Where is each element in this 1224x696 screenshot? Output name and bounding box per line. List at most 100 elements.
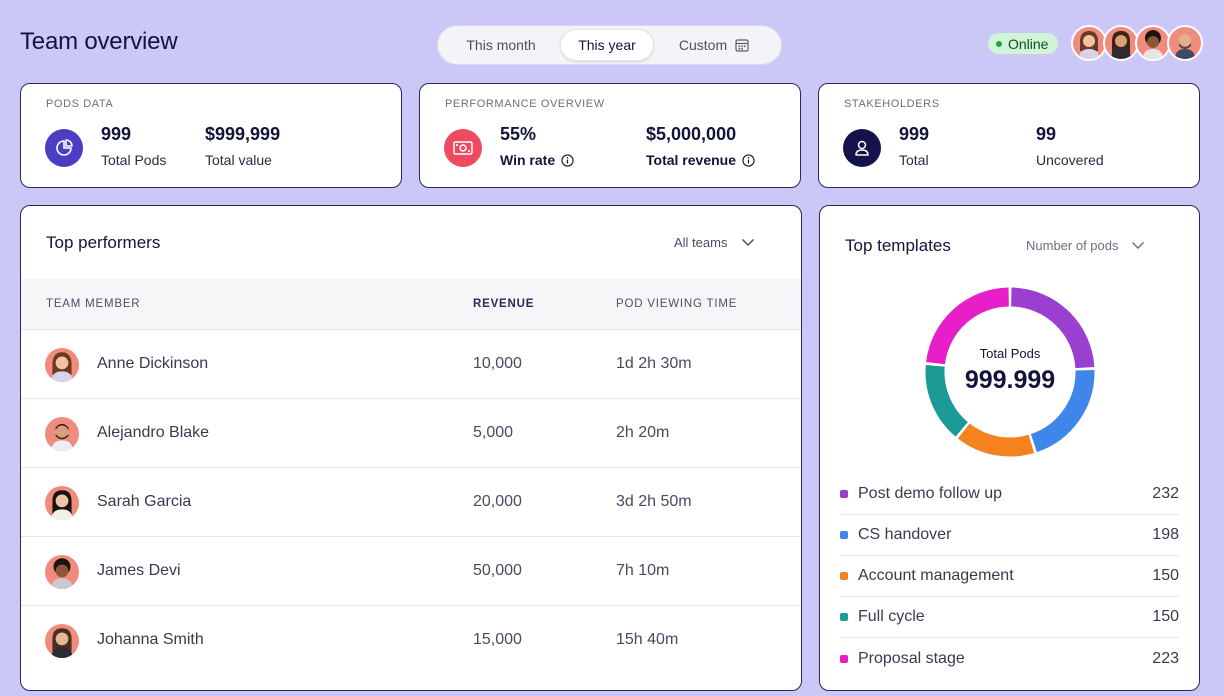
avatar — [45, 624, 79, 658]
column-header-revenue[interactable]: REVENUE — [473, 298, 535, 310]
legend-label: Account management — [858, 567, 1014, 584]
person-icon — [1143, 30, 1163, 59]
legend-item[interactable]: Account management 150 — [840, 556, 1179, 597]
performance-overview-card: PERFORMANCE OVERVIEW 55% Win rate $5,000… — [419, 83, 801, 188]
period-custom[interactable]: Custom — [654, 29, 774, 61]
donut-segment-cs-handover[interactable] — [1030, 369, 1095, 453]
card-label: STAKEHOLDERS — [844, 98, 940, 110]
stat-caption: Total — [899, 152, 929, 168]
stat-caption: Total revenue — [646, 152, 755, 168]
team-avatars — [1071, 25, 1203, 61]
team-filter-dropdown[interactable]: All teams — [674, 235, 755, 250]
metric-filter-dropdown[interactable]: Number of pods — [1026, 238, 1145, 253]
legend-swatch — [840, 531, 848, 539]
member-revenue: 15,000 — [473, 631, 522, 648]
status-label: Online — [1008, 35, 1049, 52]
legend-item[interactable]: Full cycle 150 — [840, 597, 1179, 638]
member-viewing-time: 3d 2h 50m — [616, 493, 692, 510]
donut-center-label: Total Pods — [979, 346, 1041, 361]
templates-legend: Post demo follow up 232 CS handover 198 … — [840, 474, 1179, 679]
card-label: PODS DATA — [46, 98, 114, 110]
table-row[interactable]: James Devi 50,000 7h 10m — [21, 537, 801, 606]
table-row[interactable]: Anne Dickinson 10,000 1d 2h 30m — [21, 330, 801, 399]
member-name: James Devi — [97, 562, 181, 579]
member-viewing-time: 2h 20m — [616, 424, 670, 441]
card-label: PERFORMANCE OVERVIEW — [445, 98, 605, 110]
stat-caption: Total Pods — [101, 152, 167, 168]
legend-swatch — [840, 654, 848, 663]
pie-chart-icon — [45, 129, 83, 167]
legend-swatch — [840, 490, 848, 498]
legend-label: Post demo follow up — [858, 485, 1003, 502]
top-templates-card: Top templates Number of pods Total Pods … — [819, 205, 1200, 691]
chevron-down-icon — [1131, 241, 1144, 250]
table-header: TEAM MEMBER REVENUE POD VIEWING TIME — [21, 279, 801, 330]
stat-caption-text: Win rate — [500, 152, 556, 168]
pods-data-card: PODS DATA 999 Total Pods $999,999 Total … — [20, 83, 402, 188]
donut-segment-proposal-stage[interactable] — [926, 287, 1010, 365]
avatar[interactable] — [1071, 25, 1107, 61]
metric-filter-label: Number of pods — [1026, 238, 1119, 253]
legend-value: 223 — [1152, 649, 1179, 667]
member-revenue: 5,000 — [473, 424, 514, 441]
legend-item[interactable]: Post demo follow up 232 — [840, 474, 1179, 515]
person-icon — [51, 628, 73, 658]
legend-swatch — [840, 572, 848, 580]
table-row[interactable]: Alejandro Blake 5,000 2h 20m — [21, 399, 801, 468]
table-row[interactable]: Johanna Smith 15,000 15h 40m — [21, 606, 801, 675]
table-row[interactable]: Sarah Garcia 20,000 3d 2h 50m — [21, 468, 801, 537]
period-this-year[interactable]: This year — [560, 29, 654, 61]
person-icon — [1111, 31, 1131, 59]
period-selector: This month This year Custom — [437, 25, 782, 65]
donut-segment-post-demo-follow-up[interactable] — [1010, 287, 1095, 369]
legend-swatch — [840, 613, 848, 621]
person-icon — [1079, 31, 1099, 59]
top-performers-card: Top performers All teams TEAM MEMBER REV… — [20, 205, 802, 691]
legend-item[interactable]: CS handover 198 — [840, 515, 1179, 556]
period-this-month[interactable]: This month — [466, 37, 536, 53]
legend-value: 150 — [1152, 567, 1179, 584]
status-badge: Online — [988, 33, 1059, 54]
info-icon[interactable] — [742, 153, 755, 167]
calendar-icon — [735, 39, 749, 52]
avatar[interactable] — [1135, 25, 1171, 61]
member-viewing-time: 15h 40m — [616, 631, 679, 648]
legend-label: Full cycle — [858, 608, 925, 625]
person-icon — [1175, 34, 1195, 59]
legend-value: 232 — [1152, 485, 1179, 502]
avatar — [45, 417, 79, 451]
section-title: Top performers — [46, 233, 161, 252]
avatar — [45, 348, 79, 382]
info-icon[interactable] — [561, 153, 574, 167]
section-title: Top templates — [845, 236, 951, 255]
avatar — [45, 555, 79, 589]
legend-value: 198 — [1152, 526, 1179, 543]
total-pods-stat: 999 Total Pods — [101, 124, 166, 168]
legend-item[interactable]: Proposal stage 223 — [840, 638, 1179, 679]
legend-value: 150 — [1152, 608, 1179, 625]
stat-caption: Win rate — [500, 152, 574, 168]
avatar[interactable] — [1103, 25, 1139, 61]
member-name: Alejandro Blake — [97, 424, 210, 441]
member-viewing-time: 7h 10m — [616, 562, 670, 579]
stakeholders-card: STAKEHOLDERS 999 Total 99 Uncovered — [818, 83, 1200, 188]
donut-center-value: 999.999 — [964, 366, 1056, 394]
donut-segment-full-cycle[interactable] — [925, 364, 969, 437]
stat-value: $999,999 — [205, 124, 281, 144]
legend-label: Proposal stage — [858, 649, 965, 667]
stat-value: 999 — [899, 124, 930, 144]
member-revenue: 10,000 — [473, 355, 522, 372]
column-header-team-member[interactable]: TEAM MEMBER — [46, 298, 141, 310]
member-name: Anne Dickinson — [97, 355, 209, 372]
member-revenue: 50,000 — [473, 562, 522, 579]
team-filter-label: All teams — [674, 235, 728, 250]
column-header-pod-viewing-time[interactable]: POD VIEWING TIME — [616, 298, 738, 310]
user-icon — [843, 129, 881, 167]
stat-caption: Total value — [205, 152, 272, 168]
stat-value: $5,000,000 — [646, 124, 737, 144]
status-dot-icon — [996, 40, 1002, 47]
stat-value: 99 — [1036, 124, 1057, 144]
donut-segment-account-management[interactable] — [957, 423, 1035, 457]
chevron-down-icon — [742, 238, 755, 247]
avatar[interactable] — [1167, 25, 1203, 61]
